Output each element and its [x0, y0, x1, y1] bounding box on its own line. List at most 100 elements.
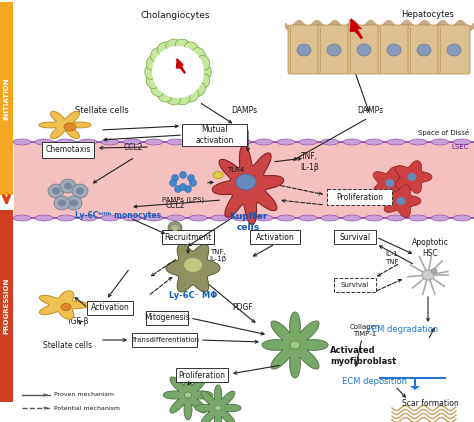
Ellipse shape: [72, 184, 88, 198]
Text: Survival: Survival: [341, 282, 369, 288]
Ellipse shape: [197, 74, 210, 89]
Text: Hepatocytes: Hepatocytes: [401, 10, 454, 19]
Polygon shape: [166, 244, 220, 292]
Polygon shape: [410, 386, 420, 390]
Polygon shape: [350, 20, 361, 37]
Text: Proven mechanism: Proven mechanism: [54, 392, 114, 398]
Polygon shape: [262, 312, 328, 378]
Text: CCL2: CCL2: [165, 200, 185, 209]
Ellipse shape: [277, 139, 295, 145]
Ellipse shape: [13, 139, 31, 145]
Ellipse shape: [76, 187, 84, 195]
Ellipse shape: [236, 174, 256, 190]
Ellipse shape: [299, 215, 317, 221]
Ellipse shape: [167, 215, 185, 221]
Ellipse shape: [79, 139, 97, 145]
FancyBboxPatch shape: [0, 2, 13, 195]
Text: Ly-6C⁻ MΦ: Ly-6C⁻ MΦ: [169, 292, 217, 300]
Ellipse shape: [233, 215, 251, 221]
Ellipse shape: [166, 39, 181, 51]
Ellipse shape: [343, 215, 361, 221]
FancyBboxPatch shape: [0, 210, 13, 402]
Ellipse shape: [213, 171, 223, 179]
Ellipse shape: [189, 215, 207, 221]
Ellipse shape: [57, 215, 75, 221]
FancyBboxPatch shape: [288, 25, 320, 74]
Text: Cholangiocytes: Cholangiocytes: [140, 11, 210, 19]
Ellipse shape: [189, 139, 207, 145]
Ellipse shape: [422, 270, 434, 280]
Text: Stellate cells: Stellate cells: [75, 106, 129, 114]
Text: Proliferation: Proliferation: [337, 192, 383, 201]
Text: Chemotaxis: Chemotaxis: [46, 146, 91, 154]
Polygon shape: [163, 370, 213, 420]
Ellipse shape: [145, 65, 157, 79]
Polygon shape: [176, 60, 184, 73]
Ellipse shape: [417, 44, 431, 56]
Ellipse shape: [166, 93, 181, 105]
Ellipse shape: [146, 55, 159, 70]
Ellipse shape: [145, 139, 163, 145]
Ellipse shape: [387, 44, 401, 56]
FancyBboxPatch shape: [250, 230, 300, 244]
Ellipse shape: [35, 215, 53, 221]
Ellipse shape: [365, 139, 383, 145]
Circle shape: [184, 186, 191, 192]
Ellipse shape: [321, 215, 339, 221]
Text: TGF-β: TGF-β: [67, 317, 89, 327]
Text: ECM degradation: ECM degradation: [366, 325, 438, 335]
Ellipse shape: [151, 48, 164, 62]
Ellipse shape: [172, 225, 179, 231]
Text: Collagen
TIMP-1: Collagen TIMP-1: [350, 324, 380, 336]
Ellipse shape: [447, 44, 461, 56]
Ellipse shape: [167, 139, 185, 145]
Ellipse shape: [453, 139, 471, 145]
Text: TNF,
IL-1β: TNF, IL-1β: [301, 152, 319, 172]
FancyBboxPatch shape: [176, 368, 228, 382]
Text: Stellate cells: Stellate cells: [44, 341, 92, 349]
Ellipse shape: [184, 89, 199, 102]
FancyBboxPatch shape: [438, 25, 470, 74]
Ellipse shape: [233, 139, 251, 145]
FancyBboxPatch shape: [87, 301, 133, 315]
Ellipse shape: [297, 44, 311, 56]
Ellipse shape: [151, 83, 164, 96]
Text: Mitogenesis: Mitogenesis: [144, 314, 190, 322]
FancyBboxPatch shape: [348, 25, 380, 74]
Ellipse shape: [192, 83, 206, 96]
Text: Apoptotic
HSC: Apoptotic HSC: [411, 238, 448, 258]
FancyBboxPatch shape: [334, 230, 376, 244]
Ellipse shape: [409, 139, 427, 145]
Ellipse shape: [365, 215, 383, 221]
FancyBboxPatch shape: [318, 25, 350, 74]
Text: IL-1
TNF: IL-1 TNF: [385, 252, 399, 265]
Ellipse shape: [146, 74, 159, 89]
Text: Kupffer
cells: Kupffer cells: [229, 212, 267, 232]
Ellipse shape: [385, 179, 394, 187]
Ellipse shape: [299, 139, 317, 145]
Ellipse shape: [58, 200, 66, 206]
FancyBboxPatch shape: [408, 25, 440, 74]
Text: Ly-6Cʰᴵᴴʰ monocytes: Ly-6Cʰᴵᴴʰ monocytes: [75, 211, 161, 219]
Text: Activated
myofibroblast: Activated myofibroblast: [330, 346, 396, 366]
Text: INITIATION: INITIATION: [3, 77, 9, 120]
Ellipse shape: [145, 215, 163, 221]
FancyBboxPatch shape: [182, 124, 247, 146]
Ellipse shape: [123, 215, 141, 221]
Ellipse shape: [48, 184, 64, 198]
Text: Activation: Activation: [255, 233, 294, 241]
Text: PAMPs (LPS): PAMPs (LPS): [162, 197, 204, 203]
Ellipse shape: [197, 55, 210, 70]
Polygon shape: [212, 145, 284, 225]
Polygon shape: [39, 111, 91, 139]
Ellipse shape: [255, 215, 273, 221]
Text: Activation: Activation: [91, 303, 129, 313]
Ellipse shape: [408, 173, 417, 181]
Ellipse shape: [431, 215, 449, 221]
Text: TLR4: TLR4: [228, 167, 245, 173]
Text: ECM deposition: ECM deposition: [343, 378, 408, 387]
Ellipse shape: [123, 139, 141, 145]
Text: PDGF: PDGF: [233, 303, 254, 313]
Ellipse shape: [199, 65, 211, 79]
Ellipse shape: [101, 139, 119, 145]
